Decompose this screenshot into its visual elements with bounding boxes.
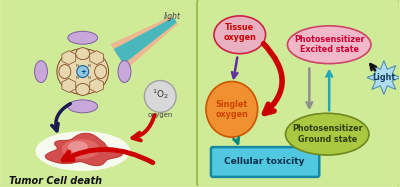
Ellipse shape [288, 26, 371, 64]
Text: Singlet
oxygen: Singlet oxygen [215, 100, 248, 119]
FancyBboxPatch shape [0, 0, 200, 187]
FancyBboxPatch shape [197, 0, 400, 187]
Ellipse shape [286, 113, 369, 155]
Text: Tissue
oxygen: Tissue oxygen [223, 23, 256, 42]
Polygon shape [90, 79, 104, 92]
Ellipse shape [34, 61, 48, 82]
Circle shape [144, 80, 176, 112]
Text: +: + [80, 69, 86, 75]
Ellipse shape [76, 48, 90, 60]
Ellipse shape [68, 100, 98, 113]
Text: Photosensitizer
Excited state: Photosensitizer Excited state [294, 35, 364, 54]
Text: N: N [75, 64, 78, 68]
Text: N: N [87, 76, 90, 79]
Polygon shape [110, 16, 178, 69]
Polygon shape [62, 79, 76, 92]
Ellipse shape [206, 82, 258, 137]
Ellipse shape [36, 131, 130, 171]
Text: N: N [75, 76, 78, 79]
Ellipse shape [59, 65, 71, 79]
Text: Tumor Cell death: Tumor Cell death [9, 176, 102, 186]
Ellipse shape [68, 141, 88, 153]
Ellipse shape [62, 139, 100, 159]
Text: Cellular toxicity: Cellular toxicity [224, 157, 305, 166]
Ellipse shape [95, 65, 106, 79]
Text: N: N [87, 64, 90, 68]
Text: Light: Light [372, 73, 396, 82]
Ellipse shape [57, 49, 108, 94]
Text: $^1$O$_2$: $^1$O$_2$ [152, 88, 169, 101]
Circle shape [77, 66, 89, 78]
Polygon shape [367, 61, 400, 94]
Polygon shape [62, 51, 76, 65]
Text: light: light [164, 12, 181, 21]
Ellipse shape [68, 31, 98, 44]
Ellipse shape [214, 16, 266, 54]
Polygon shape [114, 17, 177, 64]
Ellipse shape [118, 61, 131, 82]
Ellipse shape [76, 83, 90, 95]
Polygon shape [45, 133, 123, 166]
FancyBboxPatch shape [211, 147, 319, 177]
Text: oxygen: oxygen [148, 112, 173, 118]
Text: Photosensitizer
Ground state: Photosensitizer Ground state [292, 125, 362, 144]
Polygon shape [90, 51, 104, 65]
